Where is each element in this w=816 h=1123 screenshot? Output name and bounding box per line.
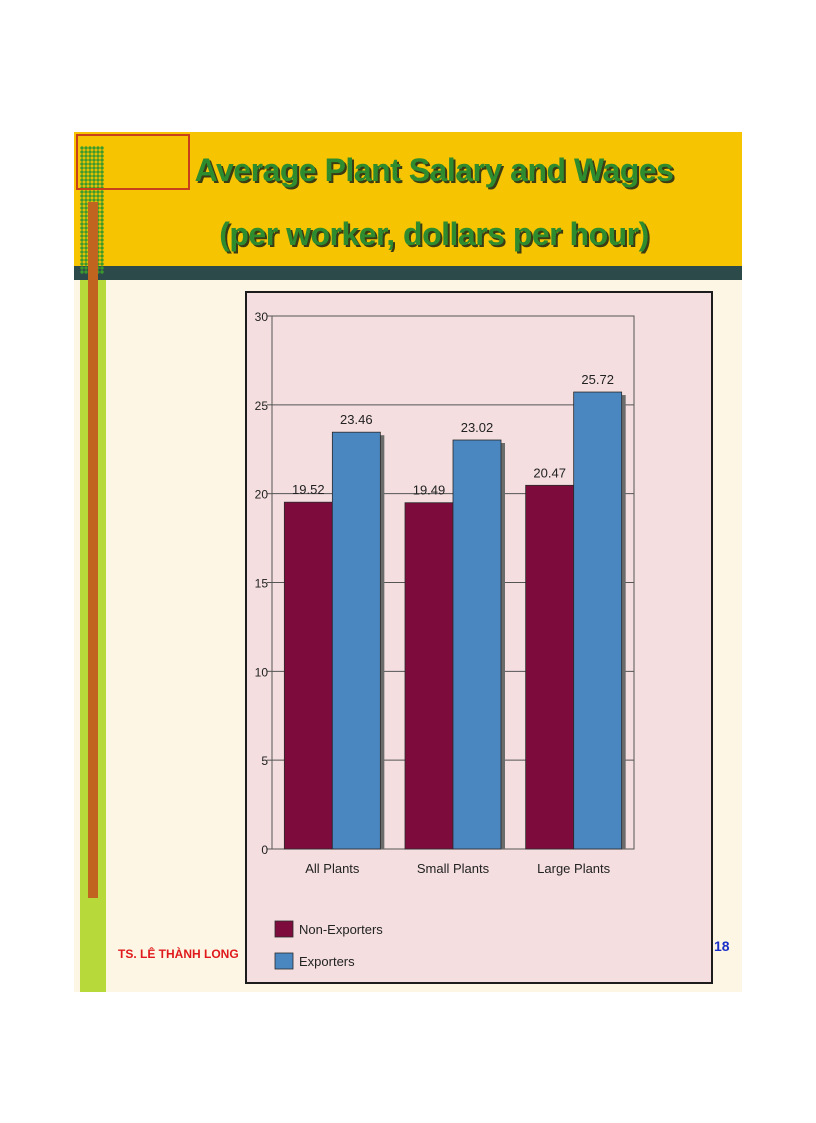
legend-swatch: [274, 920, 294, 938]
header-band: [74, 132, 742, 266]
y-tick-label: 25: [255, 399, 269, 413]
data-label: 23.46: [340, 412, 373, 427]
y-tick-label: 0: [261, 843, 268, 857]
chart-panel: 0 5 10 15 20 25 30 19.52 23.46 All Plants 19.49 23.…: [245, 291, 713, 984]
bar: [573, 391, 623, 850]
data-label: 20.47: [533, 465, 566, 480]
y-tick-label: 10: [255, 665, 269, 679]
vertical-accent-bar: [88, 202, 98, 898]
bar: [331, 431, 381, 850]
bar: [452, 439, 502, 850]
y-tick-label: 20: [255, 488, 269, 502]
bar-chart: 0 5 10 15 20 25 30 19.52 23.46 All Plants 19.49 23.…: [255, 310, 635, 970]
x-category-label: Small Plants: [417, 861, 490, 876]
legend-swatch: [274, 952, 294, 970]
data-label: 25.72: [581, 372, 614, 387]
data-label: 19.52: [292, 482, 325, 497]
slide-title: Average Plant Salary and Wages: [194, 152, 674, 188]
y-tick-label: 15: [255, 577, 269, 591]
bar: [283, 501, 333, 850]
y-tick-label: 5: [261, 754, 268, 768]
legend-label: Non-Exporters: [299, 922, 383, 937]
header-divider: [74, 266, 742, 280]
y-tick-label: 30: [255, 310, 269, 324]
bar: [404, 502, 454, 850]
author-label: TS. LÊ THÀNH LONG: [118, 947, 239, 961]
x-category-label: Large Plants: [537, 861, 610, 876]
slide: Average Plant Salary and Wages (per work…: [74, 132, 742, 992]
legend-label: Exporters: [299, 954, 355, 969]
page-number: 18: [714, 938, 730, 954]
data-label: 23.02: [461, 420, 494, 435]
corner-frame-decoration: [76, 134, 190, 190]
x-category-label: All Plants: [305, 861, 360, 876]
slide-subtitle: (per worker, dollars per hour): [219, 216, 649, 252]
bar: [525, 484, 575, 850]
data-label: 19.49: [413, 483, 446, 498]
